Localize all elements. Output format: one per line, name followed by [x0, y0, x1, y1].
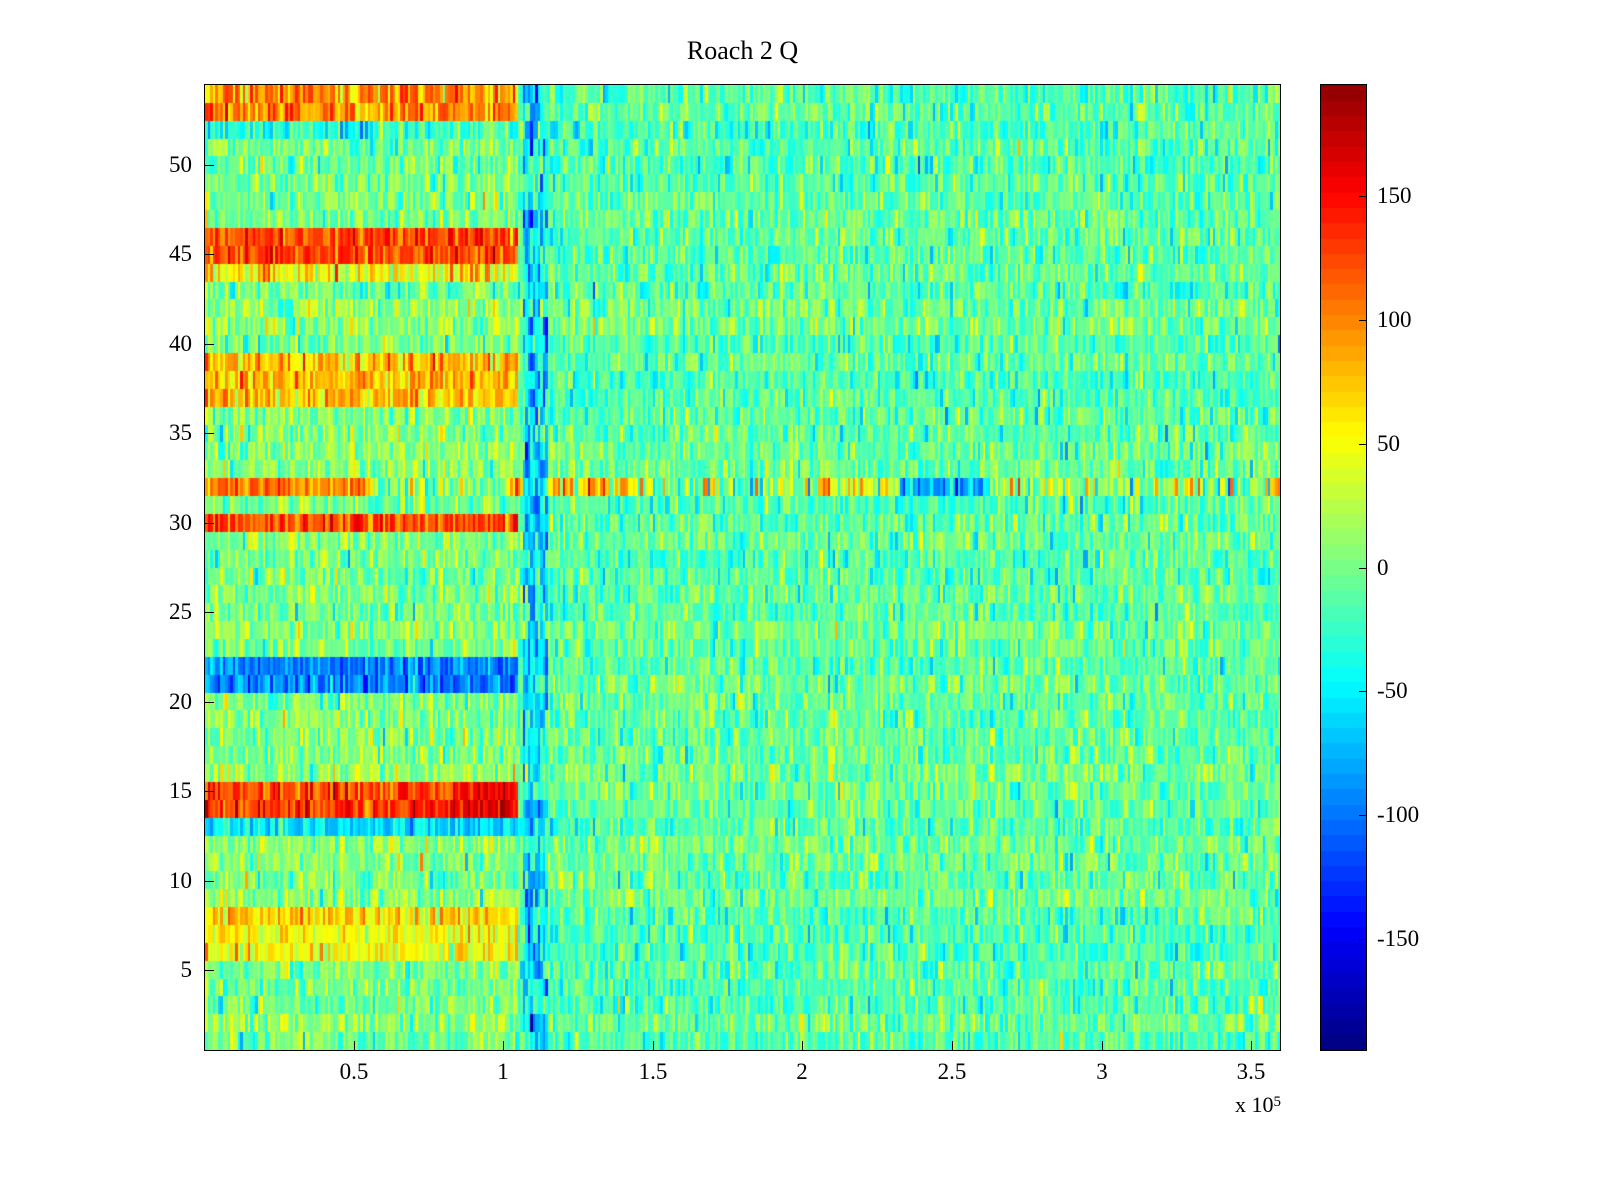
colorbar-tick-mark [1359, 568, 1366, 569]
colorbar-tick-label: -50 [1377, 678, 1408, 703]
x-tick-mark [952, 1041, 953, 1050]
colorbar-tick-label: 50 [1377, 431, 1400, 456]
x-tick-mark [1102, 1041, 1103, 1050]
y-tick-label: 40 [169, 331, 192, 356]
x-tick-mark [802, 1041, 803, 1050]
colorbar-tick-mark [1359, 196, 1366, 197]
chart-title: Roach 2 Q [686, 36, 799, 65]
x-tick-label: 2.5 [937, 1059, 967, 1084]
colorbar-tick-label: 150 [1377, 183, 1412, 208]
x-axis-multiplier: x 105 [1150, 1092, 1281, 1118]
y-tick-mark [205, 702, 214, 703]
y-tick-label: 35 [169, 420, 192, 445]
y-tick-label: 10 [169, 868, 192, 893]
x-tick-mark [354, 1041, 355, 1050]
y-tick-mark [205, 254, 214, 255]
x-tick-label: 2 [796, 1059, 808, 1084]
x-axis-multiplier-base: x 10 [1235, 1092, 1274, 1117]
x-axis-multiplier-exponent: 5 [1273, 1094, 1282, 1110]
x-tick-label: 1 [497, 1059, 509, 1084]
x-tick-label: 0.5 [339, 1059, 369, 1084]
plot-area [204, 84, 1281, 1051]
x-tick-label: 3.5 [1236, 1059, 1266, 1084]
y-tick-mark [205, 881, 214, 882]
y-tick-label: 5 [180, 957, 193, 982]
x-tick-mark [1251, 1041, 1252, 1050]
y-tick-mark [205, 791, 214, 792]
heatmap-canvas [205, 85, 1280, 1050]
colorbar-tick-label: 0 [1377, 555, 1389, 580]
colorbar-tick-mark [1359, 815, 1366, 816]
y-tick-mark [205, 612, 214, 613]
y-tick-label: 15 [169, 778, 192, 803]
y-tick-label: 25 [169, 599, 192, 624]
y-tick-label: 30 [169, 510, 192, 535]
y-tick-label: 20 [169, 689, 192, 714]
x-tick-mark [503, 1041, 504, 1050]
colorbar-canvas [1321, 85, 1366, 1050]
y-tick-mark [205, 523, 214, 524]
colorbar-tick-label: 100 [1377, 307, 1412, 332]
colorbar-tick-mark [1359, 691, 1366, 692]
y-tick-label: 50 [169, 152, 192, 177]
colorbar-tick-mark [1359, 320, 1366, 321]
colorbar [1320, 84, 1367, 1051]
y-tick-mark [205, 970, 214, 971]
y-tick-mark [205, 165, 214, 166]
colorbar-tick-label: -150 [1377, 926, 1420, 951]
x-tick-label: 1.5 [638, 1059, 668, 1084]
x-tick-mark [653, 1041, 654, 1050]
colorbar-tick-mark [1359, 939, 1366, 940]
x-tick-label: 3 [1096, 1059, 1108, 1084]
y-tick-label: 45 [169, 241, 192, 266]
colorbar-tick-mark [1359, 444, 1366, 445]
y-tick-mark [205, 433, 214, 434]
colorbar-tick-label: -100 [1377, 802, 1420, 827]
y-tick-mark [205, 344, 214, 345]
